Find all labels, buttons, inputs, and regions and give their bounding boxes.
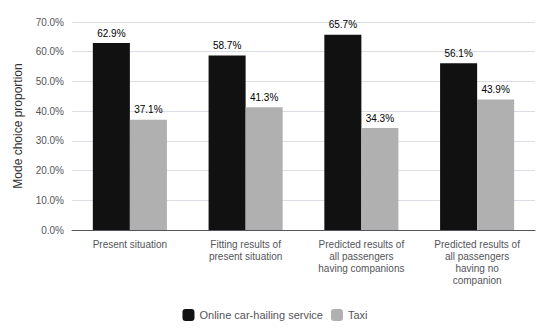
svg-text:all passengers: all passengers (329, 251, 393, 262)
svg-text:having companions: having companions (318, 263, 404, 274)
svg-text:34.3%: 34.3% (366, 113, 394, 124)
svg-text:40.0%: 40.0% (36, 106, 64, 117)
svg-text:Online car-hailing service: Online car-hailing service (199, 309, 323, 321)
svg-text:0.0%: 0.0% (41, 225, 64, 236)
svg-text:Present situation: Present situation (93, 239, 168, 250)
svg-text:30.0%: 30.0% (36, 135, 64, 146)
svg-text:all passengers: all passengers (445, 251, 509, 262)
svg-text:62.9%: 62.9% (97, 28, 125, 39)
svg-text:50.0%: 50.0% (36, 76, 64, 87)
svg-text:20.0%: 20.0% (36, 165, 64, 176)
svg-text:56.1%: 56.1% (444, 48, 472, 59)
svg-text:60.0%: 60.0% (36, 46, 64, 57)
svg-text:Fitting results of: Fitting results of (210, 239, 281, 250)
svg-text:Predicted results of: Predicted results of (319, 239, 405, 250)
svg-text:companion: companion (453, 275, 502, 286)
svg-text:70.0%: 70.0% (36, 17, 64, 28)
svg-text:37.1%: 37.1% (134, 104, 162, 115)
svg-text:present situation: present situation (209, 251, 282, 262)
svg-text:43.9%: 43.9% (481, 84, 509, 95)
svg-text:having no: having no (455, 263, 499, 274)
svg-text:65.7%: 65.7% (329, 19, 357, 30)
svg-text:Predicted results of: Predicted results of (434, 239, 520, 250)
svg-text:Mode choice proportion: Mode choice proportion (11, 63, 25, 188)
svg-text:Taxi: Taxi (348, 309, 368, 321)
svg-text:58.7%: 58.7% (213, 40, 241, 51)
svg-text:41.3%: 41.3% (250, 92, 278, 103)
svg-text:10.0%: 10.0% (36, 195, 64, 206)
